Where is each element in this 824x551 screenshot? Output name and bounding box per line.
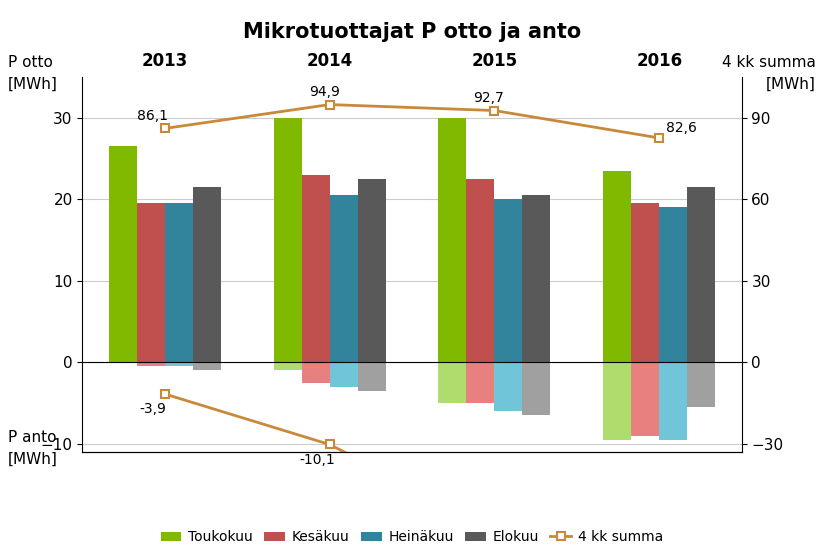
Bar	[466, 362, 494, 403]
Bar	[522, 195, 550, 362]
Bar	[165, 362, 193, 366]
Bar	[330, 362, 358, 387]
Text: -28,1: -28,1	[0, 550, 1, 551]
Bar	[193, 187, 221, 362]
Bar	[137, 203, 165, 362]
Bar	[358, 362, 386, 391]
Bar	[603, 362, 631, 440]
Text: -10,1: -10,1	[299, 453, 335, 467]
Text: 2015: 2015	[471, 52, 517, 69]
Bar	[193, 362, 221, 370]
Bar	[274, 118, 302, 362]
Bar	[522, 362, 550, 415]
Bar	[302, 175, 330, 362]
Text: 86,1: 86,1	[137, 109, 168, 123]
Text: 94,9: 94,9	[309, 85, 339, 99]
Text: 2016: 2016	[636, 52, 682, 69]
Text: [MWh]: [MWh]	[765, 77, 816, 92]
Bar	[603, 171, 631, 362]
Bar	[494, 199, 522, 362]
Bar	[358, 179, 386, 362]
Bar	[659, 208, 687, 362]
Title: Mikrotuottajat P otto ja anto: Mikrotuottajat P otto ja anto	[243, 22, 581, 42]
Bar	[109, 147, 137, 362]
Bar	[687, 362, 715, 407]
Text: [MWh]: [MWh]	[8, 452, 59, 467]
Bar	[438, 362, 466, 403]
Legend: Toukokuu, Kesäkuu, Heinäkuu, Elokuu, 4 kk summa: Toukokuu, Kesäkuu, Heinäkuu, Elokuu, 4 k…	[155, 525, 669, 550]
Bar	[438, 118, 466, 362]
Bar	[165, 203, 193, 362]
Bar	[687, 187, 715, 362]
Text: -20,4: -20,4	[0, 550, 1, 551]
Bar	[631, 362, 659, 435]
Bar	[302, 362, 330, 382]
Bar	[137, 362, 165, 366]
Text: 92,7: 92,7	[474, 91, 504, 105]
Bar	[631, 203, 659, 362]
Bar	[330, 195, 358, 362]
Bar	[659, 362, 687, 440]
Text: 2014: 2014	[307, 52, 353, 69]
Text: -3,9: -3,9	[140, 402, 166, 417]
Text: 4 kk summa: 4 kk summa	[722, 55, 816, 70]
Bar	[494, 362, 522, 411]
Bar	[274, 362, 302, 370]
Bar	[466, 179, 494, 362]
Text: 82,6: 82,6	[666, 121, 697, 136]
Text: P otto: P otto	[8, 55, 53, 70]
Text: [MWh]: [MWh]	[8, 77, 59, 92]
Text: P anto: P anto	[8, 430, 57, 445]
Text: 2013: 2013	[142, 52, 188, 69]
